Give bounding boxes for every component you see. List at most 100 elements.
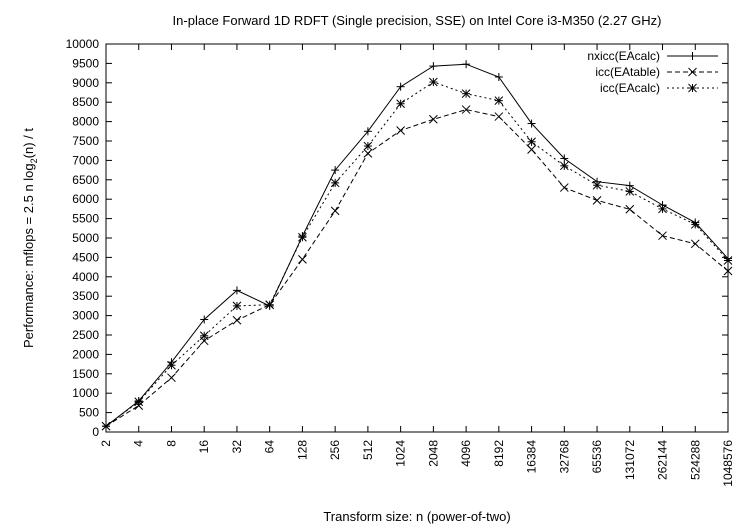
data-point (429, 77, 438, 87)
y-tick-label: 3000 (72, 309, 99, 323)
x-tick-label: 8 (164, 440, 178, 447)
data-point (658, 231, 667, 241)
x-tick-label: 64 (263, 440, 277, 454)
data-point (592, 180, 602, 190)
legend-label: nxicc(EAcalc) (587, 49, 660, 63)
x-tick-label: 32 (230, 440, 244, 454)
y-tick-label: 5000 (72, 231, 99, 245)
y-tick-label: 5500 (72, 212, 99, 226)
data-point (363, 127, 372, 136)
x-tick-label: 1048576 (721, 440, 735, 487)
data-point (331, 166, 340, 175)
x-tick-label: 2048 (426, 440, 440, 467)
data-point (723, 266, 733, 276)
data-point (625, 187, 635, 196)
plot-frame (105, 43, 729, 433)
y-axis: 0 500 1000 1500 2000 2500 3000 3500 4000 4500 5000… (66, 37, 728, 439)
legend-marker (688, 83, 697, 93)
data-point (330, 206, 340, 216)
data-point (429, 62, 438, 71)
series-layer (101, 60, 733, 431)
data-point (690, 220, 700, 229)
x-tick-label: 16 (197, 440, 211, 454)
data-point (560, 154, 569, 163)
legend-item: icc(EAcalc) (600, 81, 718, 95)
data-point (396, 99, 405, 109)
y-tick-label: 6000 (72, 192, 99, 206)
x-tick-label: 16384 (525, 440, 539, 474)
x-tick-label: 65536 (590, 440, 604, 474)
data-point (527, 119, 536, 128)
y-tick-label: 500 (79, 406, 99, 420)
y-tick-label: 1000 (72, 386, 99, 400)
data-point (101, 421, 111, 431)
x-axis-title: Transform size: n (power-of-two) (323, 509, 510, 524)
y-tick-label: 9000 (72, 76, 99, 90)
legend-marker (688, 67, 697, 77)
data-point (527, 137, 536, 147)
x-tick-label: 256 (328, 440, 342, 460)
chart-title: In-place Forward 1D RDFT (Single precisi… (173, 13, 662, 28)
y-tick-label: 1500 (72, 367, 99, 381)
x-axis: 2 4 8 16 32 64 128 256 512 1024 2048 4096 8192 16384 3… (99, 44, 735, 487)
x-tick-label: 262144 (656, 440, 670, 480)
data-point (690, 239, 700, 249)
data-point (527, 145, 536, 154)
series-line (105, 63, 729, 427)
data-point (658, 204, 667, 214)
data-point (461, 89, 471, 99)
data-point (232, 301, 242, 311)
x-tick-label: 128 (295, 440, 309, 460)
data-point (298, 254, 307, 264)
x-tick-label: 4 (132, 440, 146, 447)
y-tick-label: 2000 (72, 347, 99, 361)
y-axis-title-subscript: 2 (29, 158, 39, 163)
y-axis-title-tail: (n) / t (21, 128, 36, 159)
y-axis-title-main: Performance: mflops = 2.5 n log (21, 163, 36, 348)
series-1 (102, 60, 732, 431)
data-point (167, 360, 176, 370)
data-point (559, 161, 569, 171)
data-point (134, 397, 144, 407)
data-point (396, 82, 405, 91)
y-tick-label: 8000 (72, 115, 99, 129)
data-point (429, 114, 438, 124)
y-tick-label: 7500 (72, 134, 99, 148)
y-tick-label: 6500 (72, 173, 99, 187)
data-point (559, 183, 569, 192)
data-point (592, 196, 602, 205)
x-tick-label: 1024 (394, 440, 408, 467)
data-point (363, 149, 373, 158)
data-point (200, 315, 209, 324)
legend-marker (688, 52, 697, 60)
series-line (105, 81, 729, 427)
data-point (265, 300, 275, 310)
y-tick-label: 7000 (72, 153, 99, 167)
y-tick-label: 10000 (66, 37, 100, 51)
legend: nxicc(EAcalc) icc(EAtable) icc(EAcalc) (587, 49, 718, 95)
series-2 (101, 105, 733, 431)
x-tick-label: 4096 (459, 440, 473, 467)
x-tick-label: 8192 (492, 440, 506, 467)
legend-item: nxicc(EAcalc) (587, 49, 718, 63)
data-point (232, 315, 242, 325)
x-tick-label: 32768 (557, 440, 571, 474)
data-point (298, 232, 307, 242)
data-point (330, 178, 340, 188)
x-tick-label: 131072 (623, 440, 637, 480)
series-line (105, 109, 729, 427)
data-point (625, 204, 635, 214)
y-tick-label: 4500 (72, 250, 99, 264)
legend-label: icc(EAcalc) (600, 81, 660, 95)
y-tick-label: 4000 (72, 270, 99, 284)
data-point (723, 256, 733, 265)
data-point (363, 141, 373, 151)
y-tick-label: 2500 (72, 328, 99, 342)
x-tick-label: 512 (361, 440, 375, 460)
x-tick-label: 2 (99, 440, 113, 447)
y-tick-label: 8500 (72, 95, 99, 109)
data-point (462, 60, 471, 69)
y-tick-label: 3500 (72, 289, 99, 303)
data-point (461, 105, 471, 114)
